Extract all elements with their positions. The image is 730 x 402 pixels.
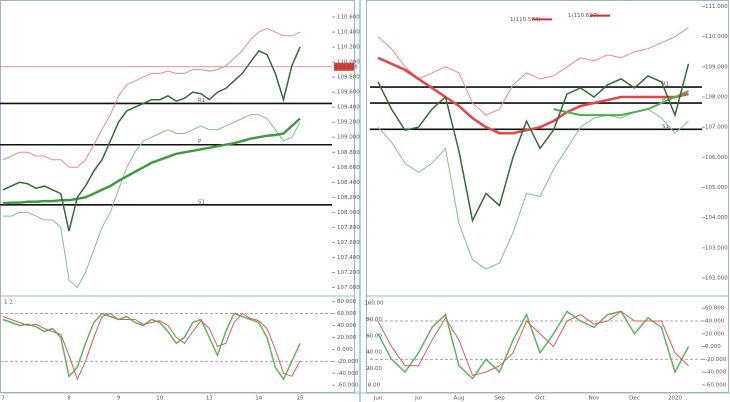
y-tick-label: 109.000 (705, 64, 728, 70)
series-line (377, 310, 689, 376)
series-line (2, 117, 301, 205)
x-tick-label: Sep (494, 396, 505, 402)
y2-tick-label: 0.00 (368, 383, 381, 389)
x-tick-label: 8 (67, 396, 71, 402)
level-label: P (198, 139, 202, 145)
y-tick-label: 107.600 (337, 240, 360, 246)
price-tag: 109.938 (335, 64, 358, 70)
panel-title: 1 2 (4, 300, 13, 306)
level-label: P (662, 98, 666, 104)
x-tick-label: Jun (373, 396, 383, 402)
y-tick-label: 60.000 (705, 306, 725, 312)
y-tick-label: 20.000 (337, 335, 357, 341)
y-tick-label: 108.200 (337, 195, 360, 201)
annotation: 1(110.574) (510, 17, 541, 23)
x-tick-label: Nov (589, 396, 600, 402)
series-line (377, 63, 690, 223)
y-tick-label: -40.000 (337, 371, 359, 377)
y-tick-label: 106.000 (705, 155, 728, 161)
y-tick-label: -60.000 (337, 383, 359, 389)
y-tick-label: 108.800 (337, 150, 360, 156)
y2-tick-label: 60.00 (366, 333, 382, 339)
y-tick-label: 108.000 (337, 210, 360, 216)
y-tick-label: 110.400 (337, 30, 360, 36)
y-tick-label: 104.000 (705, 215, 728, 221)
price-tag-box (334, 62, 354, 71)
y-tick-label: 102.000 (705, 275, 728, 281)
level-label: R1 (198, 98, 205, 104)
y-tick-label: 110.000 (705, 34, 728, 40)
y-tick-label: 0.000 (705, 344, 721, 350)
x-tick-label: Oct (535, 396, 545, 402)
y2-tick-label: 80.00 (366, 317, 382, 323)
y-tick-label: 109.200 (337, 120, 360, 126)
series-line (2, 27, 301, 168)
level-label: S1 (198, 199, 205, 205)
y-tick-label: 109.600 (337, 90, 360, 96)
y-tick-label: 40.000 (337, 323, 357, 329)
x-tick-label: 14 (255, 396, 262, 402)
x-tick-label: 15 (297, 396, 304, 402)
y-tick-label: 107.400 (337, 255, 360, 261)
x-tick-label: 9 (117, 396, 121, 402)
series-line (2, 312, 301, 381)
x-tick-label: Aug (454, 396, 465, 402)
y-tick-label: 109.800 (337, 75, 360, 81)
y-tick-label: 60.000 (337, 311, 357, 317)
y-tick-label: 108.000 (705, 94, 728, 100)
y-tick-label: 111.000 (705, 4, 728, 10)
y-tick-label: 107.200 (337, 270, 360, 276)
y-tick-label: 107.800 (337, 225, 360, 231)
x-tick-label: 7 (1, 396, 5, 402)
series-line (2, 312, 301, 381)
x-tick-label: 13 (206, 396, 213, 402)
y2-tick-label: 40.00 (366, 350, 382, 356)
x-tick-label: Jul (414, 396, 422, 402)
y-tick-label: 40.000 (705, 319, 725, 325)
y-tick-label: 109.000 (337, 135, 360, 141)
y-tick-label: -20.000 (337, 359, 359, 365)
y-tick-label: 80.000 (337, 299, 357, 305)
series-line (2, 46, 301, 232)
y-tick-label: 107.000 (337, 285, 360, 291)
y-tick-label: 110.000 (337, 60, 360, 66)
y-tick-label: 0.000 (337, 347, 353, 353)
y-tick-label: 108.400 (337, 180, 360, 186)
y-tick-label: -20.000 (705, 357, 727, 363)
annotation: 1(110.697) (568, 13, 599, 19)
series-line (553, 90, 689, 117)
x-tick-label: Dec (629, 396, 640, 402)
y2-tick-label: 20.00 (366, 366, 382, 372)
y-tick-label: -60.000 (705, 382, 727, 388)
y-tick-label: 108.600 (337, 165, 360, 171)
y-tick-label: 109.400 (337, 105, 360, 111)
level-label: S1 (662, 124, 669, 130)
y-tick-label: 110.600 (337, 15, 360, 21)
y-tick-label: -40.000 (705, 370, 727, 376)
y-tick-label: 107.000 (705, 125, 728, 131)
y-tick-label: 103.000 (705, 245, 728, 251)
x-tick-label: 10 (156, 396, 163, 402)
level-label: R1 (662, 82, 669, 88)
x-tick-label: 2020 (668, 396, 682, 402)
y-tick-label: 110.200 (337, 45, 360, 51)
y-tick-label: 20.000 (705, 331, 725, 337)
series-line (377, 310, 690, 380)
y2-tick-label: 100.00 (364, 300, 384, 306)
y-tick-label: 105.000 (705, 185, 728, 191)
series-line (3, 114, 301, 289)
series-line (377, 27, 689, 116)
series-line (377, 56, 689, 135)
